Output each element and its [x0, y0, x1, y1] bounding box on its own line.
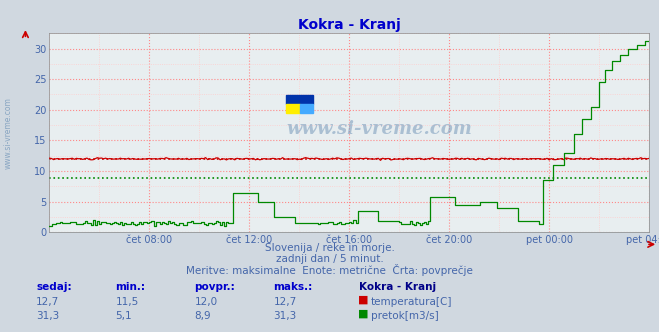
Text: 8,9: 8,9 — [194, 311, 211, 321]
Text: 5,1: 5,1 — [115, 311, 132, 321]
Text: min.:: min.: — [115, 283, 146, 292]
Text: ■: ■ — [358, 295, 368, 305]
Text: zadnji dan / 5 minut.: zadnji dan / 5 minut. — [275, 254, 384, 264]
Text: 11,5: 11,5 — [115, 297, 138, 307]
Text: 31,3: 31,3 — [273, 311, 297, 321]
Text: 12,7: 12,7 — [36, 297, 59, 307]
Text: Meritve: maksimalne  Enote: metrične  Črta: povprečje: Meritve: maksimalne Enote: metrične Črta… — [186, 264, 473, 276]
Text: sedaj:: sedaj: — [36, 283, 72, 292]
Text: www.si-vreme.com: www.si-vreme.com — [3, 97, 13, 169]
Text: Kokra - Kranj: Kokra - Kranj — [359, 283, 436, 292]
Bar — [300, 104, 313, 113]
Text: maks.:: maks.: — [273, 283, 313, 292]
Title: Kokra - Kranj: Kokra - Kranj — [298, 18, 401, 32]
Text: 12,7: 12,7 — [273, 297, 297, 307]
Text: 12,0: 12,0 — [194, 297, 217, 307]
Text: www.si-vreme.com: www.si-vreme.com — [287, 120, 472, 138]
Bar — [286, 95, 313, 104]
Text: temperatura[C]: temperatura[C] — [371, 297, 453, 307]
Text: pretok[m3/s]: pretok[m3/s] — [371, 311, 439, 321]
Text: ■: ■ — [358, 309, 368, 319]
Text: povpr.:: povpr.: — [194, 283, 235, 292]
Text: 31,3: 31,3 — [36, 311, 59, 321]
Text: Slovenija / reke in morje.: Slovenija / reke in morje. — [264, 243, 395, 253]
Bar — [286, 104, 300, 113]
